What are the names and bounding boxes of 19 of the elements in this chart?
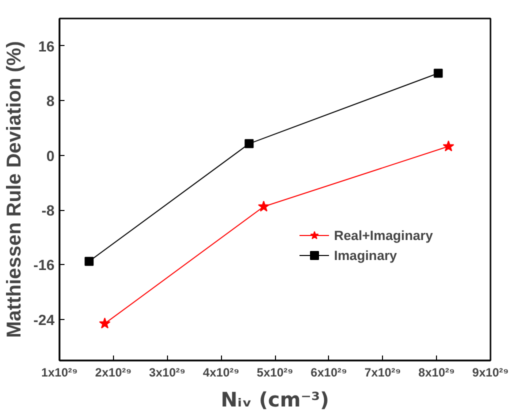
y-axis-title: Matthiessen Rule Deviation (%)	[3, 41, 26, 338]
x-tick-label: 5x10²⁹	[256, 366, 294, 380]
y-tick-label: 16	[38, 39, 55, 56]
y-tick-label: 0	[46, 148, 55, 165]
x-tick-label: 2x10²⁹	[95, 366, 132, 380]
y-tick-label: -24	[33, 312, 56, 329]
x-tick-label: 1x10²⁹	[41, 366, 78, 380]
y-tick-label: -8	[41, 204, 55, 220]
x-tick-label: 4x10²⁹	[202, 366, 240, 380]
y-tick-label: -16	[33, 258, 55, 274]
legend-label: Real+Imaginary	[334, 228, 433, 242]
legend-label: Imaginary	[334, 248, 397, 262]
x-tick-label: 7x10²⁹	[364, 366, 401, 380]
y-tick-label: 8	[46, 94, 55, 110]
x-tick-label: 8x10²⁹	[418, 366, 455, 380]
x-tick-label: 9x10²⁹	[472, 366, 509, 380]
x-tick-label: 3x10²⁹	[149, 366, 186, 380]
x-axis-title: Nᵢᵥ (cm⁻³)	[220, 388, 330, 412]
x-tick-label: 6x10²⁹	[310, 366, 348, 380]
